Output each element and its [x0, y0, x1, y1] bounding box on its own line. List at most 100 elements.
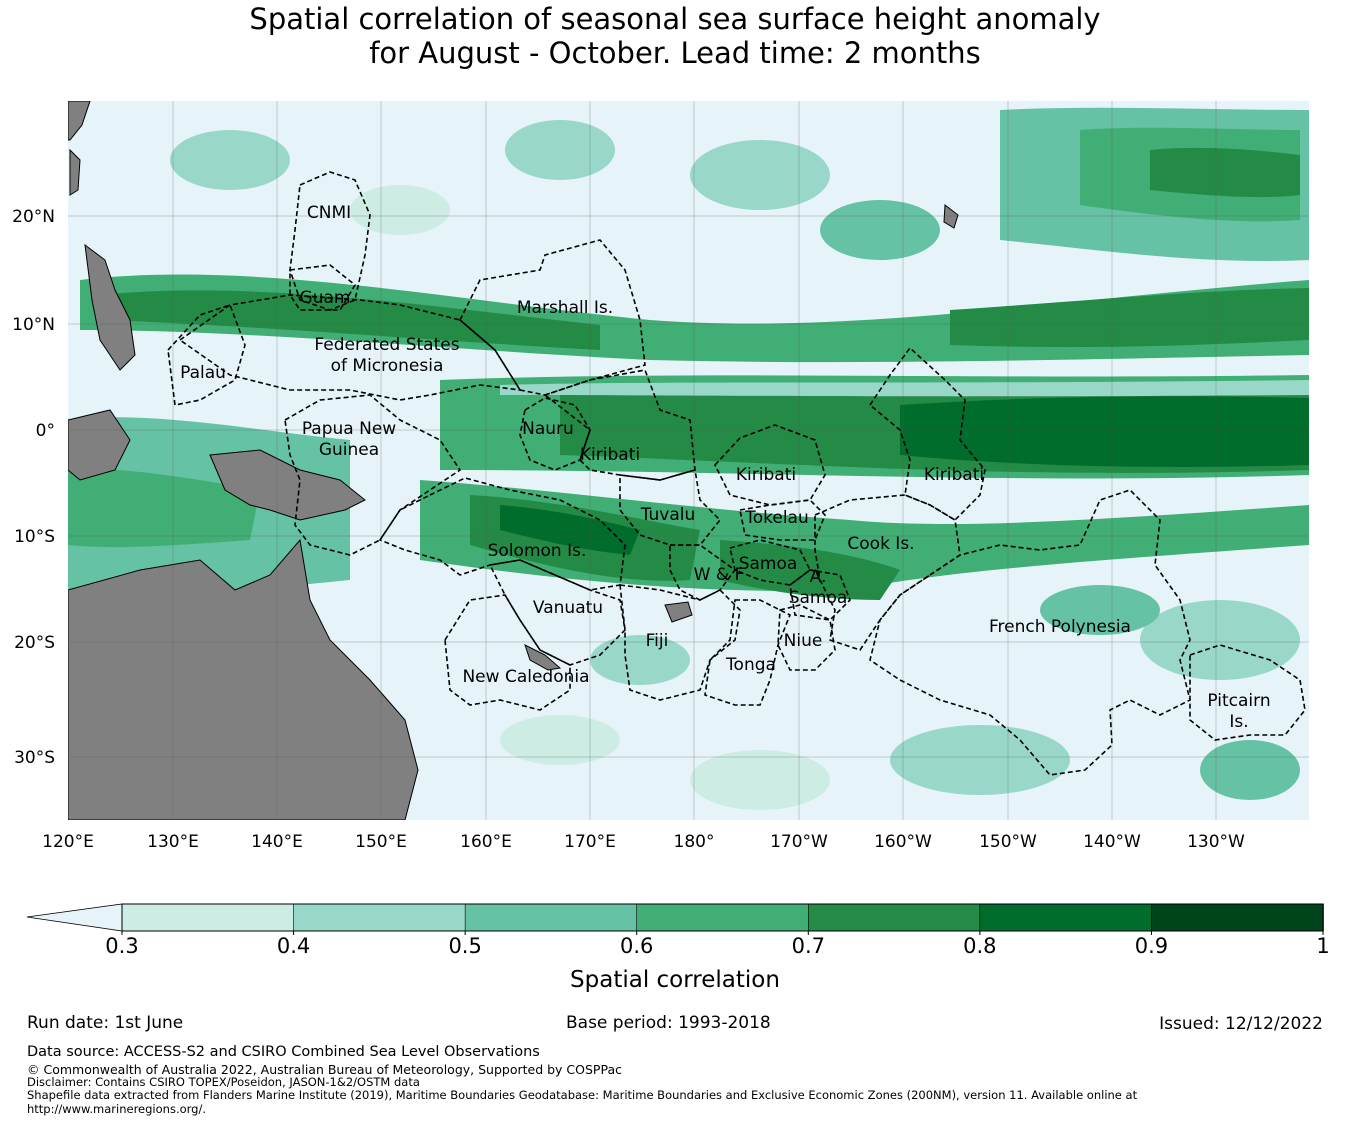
label-tonga: Tonga: [725, 655, 776, 675]
eez-newcal: [444, 594, 571, 711]
eez-guam: [289, 264, 357, 311]
eez-asamoa: [789, 569, 851, 621]
eez-png: [284, 394, 462, 556]
colorbar-segment-0: [121, 903, 295, 932]
copyright: © Commonwealth of Australia 2022, Austra…: [27, 1062, 622, 1077]
philippines-landmass: [84, 243, 136, 371]
eez-kiribati-gilbert: [543, 369, 696, 481]
correlation-map: CNMI Guam Marshall Is. Federated States o…: [12, 101, 1309, 852]
lon-tick-120e: 120°E: [42, 832, 94, 852]
colorbar-frame: [121, 903, 1324, 932]
lat-tick-10n: 10°N: [12, 315, 55, 335]
colorbar-segment-3: [636, 903, 810, 932]
eez-cnmi: [289, 171, 371, 311]
lat-tick-30s: 30°S: [14, 748, 55, 768]
lon-tick-130w: 130°W: [1187, 832, 1245, 852]
colorbar-tick-label: 0.5: [448, 934, 481, 958]
label-cook: Cook Is.: [847, 534, 914, 554]
eez-kiribati-phoenix: [714, 424, 826, 506]
shapefile-url: http://www.marineregions.org/.: [27, 1102, 206, 1116]
land-masses: [68, 101, 959, 820]
eez-fiji: [619, 584, 741, 701]
shapefile-credit: Shapefile data extracted from Flanders M…: [27, 1088, 1138, 1102]
label-pitcairn: Pitcairn Is.: [1207, 691, 1270, 732]
label-png: Papua New Guinea: [302, 419, 396, 460]
lon-tick-160e: 160°E: [460, 832, 512, 852]
label-marshall: Marshall Is.: [517, 298, 613, 318]
eez-tuvalu: [619, 468, 722, 546]
colorbar-segment-1: [293, 903, 466, 932]
label-samoa: Samoa: [739, 554, 798, 574]
borneo-landmass: [68, 409, 131, 481]
colorbar-segment-4: [807, 903, 981, 932]
lat-tick-10s: 10°S: [14, 527, 55, 547]
label-guam: Guam: [300, 288, 351, 308]
lon-tick-170w: 170°W: [770, 832, 828, 852]
eez-palau: [167, 303, 246, 406]
colorbar-segment-2: [464, 903, 638, 932]
label-wf: W & F: [694, 565, 745, 585]
label-fiji: Fiji: [646, 631, 669, 651]
lon-tick-180: 180°: [674, 832, 715, 852]
run-date: Run date: 1st June: [27, 1013, 184, 1033]
eez-pitcairn: [1189, 644, 1306, 741]
lon-tick-150w: 150°W: [979, 832, 1037, 852]
lon-tick-140w: 140°W: [1083, 832, 1141, 852]
taiwan-landmass: [69, 148, 81, 196]
fiji-landmass: [664, 601, 693, 623]
lat-tick-0: 0°: [36, 421, 55, 441]
colorbar-tick-label: 0.8: [963, 934, 996, 958]
eez-vanuatu: [488, 559, 626, 666]
data-source: Data source: ACCESS-S2 and CSIRO Combine…: [27, 1044, 540, 1060]
colorbar-segment-6: [1151, 903, 1324, 932]
eez-tokelau: [739, 499, 826, 541]
new-guinea-landmass: [209, 449, 366, 521]
lon-tick-130e: 130°E: [147, 832, 199, 852]
label-kiribati-phoenix: Kiribati: [736, 465, 796, 485]
eez-kiribati-line: [868, 346, 986, 522]
eez-nauru: [519, 397, 591, 471]
colorbar-extend-arrow: [26, 903, 123, 932]
label-kiribati-gilbert: Kiribati: [580, 445, 640, 465]
colorbar-label: Spatial correlation: [570, 967, 780, 993]
issued-date: Issued: 12/12/2022: [1159, 1014, 1323, 1034]
colorbar-tick-label: 0.4: [277, 934, 310, 958]
lon-tick-170e: 170°E: [564, 832, 616, 852]
eez-wf: [669, 544, 737, 601]
label-cnmi: CNMI: [307, 203, 351, 223]
label-tuvalu: Tuvalu: [640, 505, 696, 525]
graticule: [68, 101, 1309, 820]
colorbar-tick-label: 1: [1316, 934, 1329, 958]
label-fsm: Federated States of Micronesia: [314, 335, 459, 376]
region-labels: CNMI Guam Marshall Is. Federated States o…: [180, 203, 1271, 732]
label-solomon: Solomon Is.: [488, 541, 587, 561]
lon-tick-160w: 160°W: [874, 832, 932, 852]
eez-frpoly: [869, 489, 1191, 776]
colorbar-tick-label: 0.3: [105, 934, 138, 958]
lon-tick-140e: 140°E: [251, 832, 303, 852]
colorbar-tick-label: 0.9: [1135, 934, 1168, 958]
chart-title-line-2: for August - October. Lead time: 2 month…: [369, 36, 981, 70]
label-frpoly: French Polynesia: [989, 617, 1131, 637]
lon-tick-150e: 150°E: [355, 832, 407, 852]
hawaii-landmass: [943, 204, 959, 229]
eez-fsm: [178, 294, 522, 401]
label-tokelau: Tokelau: [744, 508, 809, 528]
eez-niue: [777, 604, 836, 671]
label-niue: Niue: [784, 631, 823, 651]
china-coast-landmass: [68, 101, 91, 141]
lat-tick-20s: 20°S: [14, 633, 55, 653]
lat-tick-20n: 20°N: [12, 207, 55, 227]
colorbar-segment-5: [979, 903, 1153, 932]
label-asamoa: A. Samoa: [789, 567, 848, 608]
correlation-field: [68, 107, 1309, 810]
eez-tonga: [704, 599, 792, 706]
new-caledonia-landmass: [524, 644, 562, 671]
label-nauru: Nauru: [522, 419, 574, 439]
base-period: Base period: 1993-2018: [566, 1013, 771, 1033]
australia-landmass: [68, 538, 419, 820]
label-palau: Palau: [180, 363, 226, 383]
colorbar-tick-label: 0.6: [620, 934, 653, 958]
colorbar: 0.3 0.4 0.5 0.6 0.7 0.8 0.9 1 Spatial correlati…: [26, 903, 1330, 993]
colorbar-segments: [121, 903, 1324, 932]
